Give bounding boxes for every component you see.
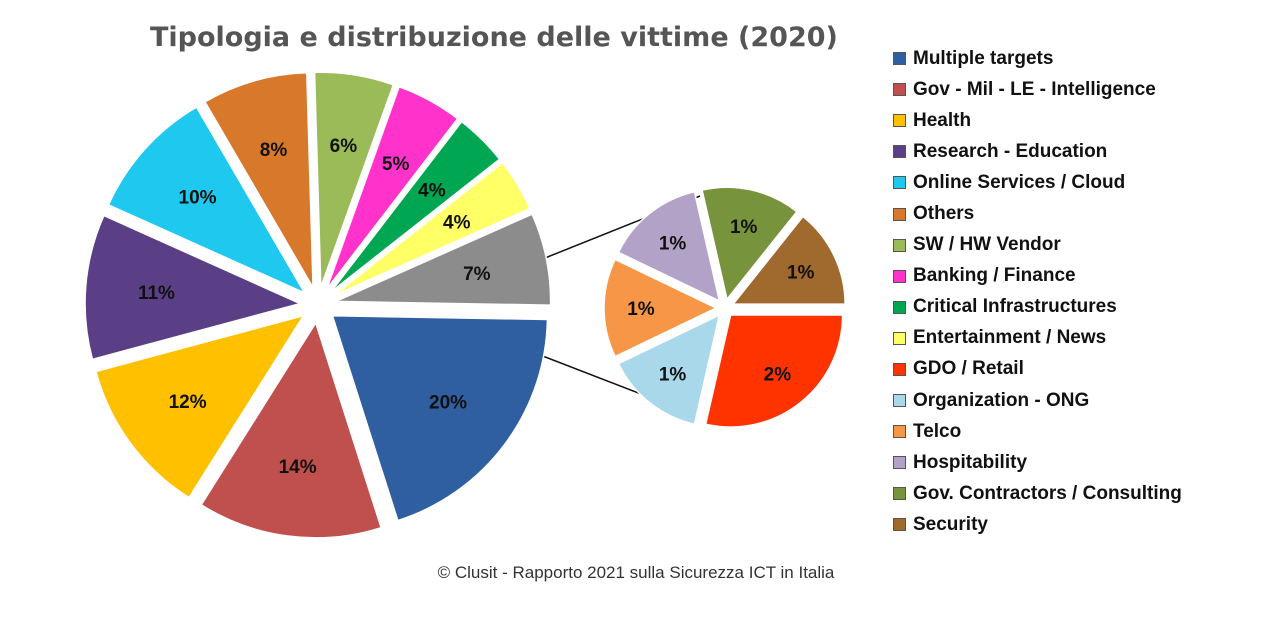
main-label-health: 12%: [169, 392, 207, 413]
legend-label: SW / HW Vendor: [913, 234, 1061, 256]
legend-swatch: [893, 394, 906, 408]
main-slice-sw-hw-vendor: [313, 71, 395, 288]
main-label-other-sectors-detailed-in-secondary-pie: 7%: [463, 264, 491, 285]
main-label-sw-hw-vendor: 6%: [330, 136, 358, 157]
legend-label: Health: [913, 109, 972, 131]
main-label-critical-infrastructures: 4%: [418, 181, 446, 202]
legend-label: Organization - ONG: [913, 389, 1090, 411]
main-label-banking-finance: 5%: [382, 154, 410, 175]
secondary-label-security: 1%: [787, 263, 815, 284]
legend-swatch: [893, 207, 906, 221]
legend-label: Online Services / Cloud: [913, 171, 1126, 193]
legend-item-telco: Telco: [893, 416, 1182, 447]
legend-label: Security: [913, 513, 988, 535]
legend-label: Critical Infrastructures: [913, 296, 1117, 318]
secondary-slice-telco: [603, 258, 718, 358]
main-label-entertainment-news: 4%: [443, 212, 471, 233]
source-caption: © Clusit - Rapporto 2021 sulla Sicurezza…: [437, 563, 835, 582]
legend-label: Gov. Contractors / Consulting: [913, 482, 1182, 504]
legend-swatch: [893, 238, 906, 252]
main-slice-banking-finance: [325, 85, 459, 290]
main-slice-online-services-cloud: [107, 106, 307, 295]
legend-swatch: [893, 52, 906, 66]
legend-swatch: [893, 518, 906, 532]
main-slice-other-sectors-detailed-in-secondary-pie: [335, 213, 552, 306]
legend-swatch: [893, 300, 906, 314]
legend-swatch: [893, 114, 906, 128]
legend-label: Hospitability: [913, 451, 1028, 473]
legend-item-multiple-targets: Multiple targets: [893, 43, 1182, 74]
legend-label: Entertainment / News: [913, 327, 1107, 349]
legend-label: Banking / Finance: [913, 265, 1076, 287]
legend-label: Telco: [913, 420, 962, 442]
secondary-label-hospitability: 1%: [659, 233, 687, 254]
legend-swatch: [893, 487, 906, 501]
legend-item-hospitability: Hospitability: [893, 447, 1182, 478]
legend-label: Gov - Mil - LE - Intelligence: [913, 78, 1156, 100]
secondary-slice-security: [731, 215, 846, 305]
secondary-slice-organization-ong: [617, 313, 721, 426]
legend-swatch: [893, 362, 906, 376]
legend-item-critical-infrastructures: Critical Infrastructures: [893, 292, 1182, 323]
main-slice-gov-mil-le-intelligence: [200, 321, 383, 539]
legend-item-health: Health: [893, 105, 1182, 136]
main-slice-multiple-targets: [331, 314, 549, 522]
main-slice-research-education: [84, 214, 303, 361]
legend-item-others: Others: [893, 198, 1182, 229]
chart-title: Tipologia e distribuzione delle vittime …: [150, 22, 838, 53]
legend-swatch: [893, 83, 906, 97]
legend-item-sw-hw-vendor: SW / HW Vendor: [893, 230, 1182, 261]
main-label-others: 8%: [260, 140, 288, 161]
main-label-research-education: 11%: [138, 283, 175, 304]
legend-label: Others: [913, 203, 975, 225]
legend-item-online-services-cloud: Online Services / Cloud: [893, 167, 1182, 198]
legend-label: Research - Education: [913, 140, 1108, 162]
secondary-label-gdo-retail: 2%: [764, 365, 792, 386]
main-slice-health: [94, 314, 306, 499]
legend-label: Multiple targets: [913, 47, 1054, 69]
legend-swatch: [893, 331, 906, 345]
secondary-label-organization-ong: 1%: [659, 365, 687, 386]
legend-swatch: [893, 176, 906, 190]
secondary-label-gov-contractors-consulting: 1%: [730, 217, 758, 238]
secondary-pie: 2% 1% 1% 1% 1% 1%: [603, 186, 846, 428]
legend-item-gov-contractors-consulting: Gov. Contractors / Consulting: [893, 478, 1182, 509]
secondary-label-telco: 1%: [627, 299, 655, 320]
legend-item-research-education: Research - Education: [893, 136, 1182, 167]
legend-item-security: Security: [893, 509, 1182, 540]
main-pie: 20% 14% 12% 11% 10% 8% 6% 5% 4% 4% 7%: [84, 71, 552, 539]
main-slice-others: [203, 72, 314, 289]
main-label-gov-mil-le-intelligence: 14%: [279, 457, 317, 478]
secondary-slice-hospitability: [617, 190, 721, 303]
legend-swatch: [893, 269, 906, 283]
legend-swatch: [893, 425, 906, 439]
legend-item-organization-ong: Organization - ONG: [893, 385, 1182, 416]
main-label-online-services-cloud: 10%: [179, 188, 217, 209]
main-slice-critical-infrastructures: [330, 120, 501, 293]
legend-swatch: [893, 456, 906, 470]
legend-label: GDO / Retail: [913, 358, 1024, 380]
legend-swatch: [893, 145, 906, 159]
secondary-slice-gdo-retail: [704, 314, 844, 428]
legend-item-gov-mil-le-intelligence: Gov - Mil - LE - Intelligence: [893, 74, 1182, 105]
legend-item-entertainment-news: Entertainment / News: [893, 323, 1182, 354]
main-slice-entertainment-news: [332, 161, 531, 297]
secondary-slice-gov-contractors-consulting: [701, 186, 798, 301]
legend-item-gdo-retail: GDO / Retail: [893, 354, 1182, 385]
main-label-multiple-targets: 20%: [429, 393, 467, 414]
legend-item-banking-finance: Banking / Finance: [893, 261, 1182, 292]
chart-legend: Multiple targets Gov - Mil - LE - Intelli…: [893, 43, 1182, 541]
